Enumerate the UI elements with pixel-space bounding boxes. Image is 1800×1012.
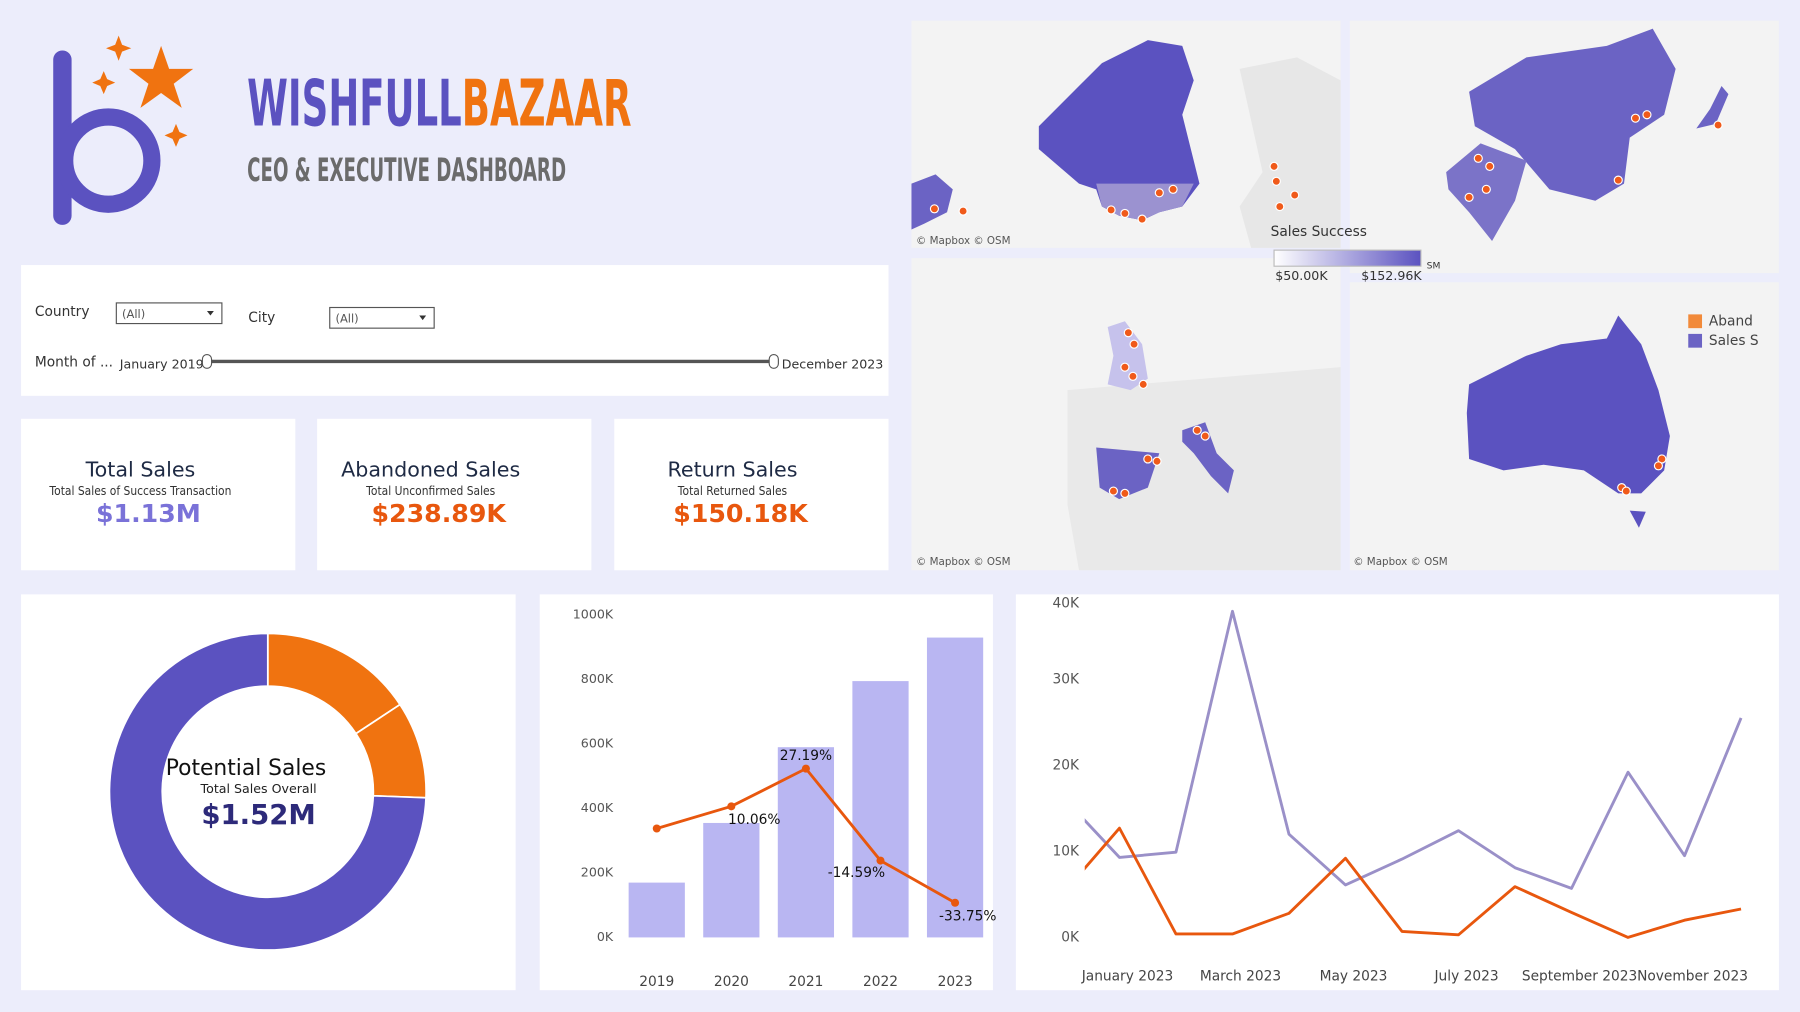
legend-min: $50.00K — [1275, 268, 1328, 283]
country-dropdown[interactable]: (All) — [115, 302, 223, 325]
x-tick-label: 2020 — [714, 974, 749, 990]
y-tick-label: 20K — [1052, 757, 1079, 773]
x-tick-label: January 2023 — [1081, 968, 1174, 984]
data-label: 10.06% — [728, 812, 780, 828]
logo — [53, 35, 194, 225]
filter-label: City — [248, 310, 275, 326]
data-label: -33.75% — [939, 909, 996, 925]
dashboard-subtitle: CEO & EXECUTIVE DASHBOARD — [247, 151, 566, 189]
filter-label: Month of ... — [35, 355, 113, 371]
growth-point — [801, 764, 810, 773]
map[interactable] — [1349, 20, 1779, 274]
slider-start: January 2019 — [119, 356, 204, 371]
donut-title: Potential Sales — [166, 756, 326, 781]
x-tick-label: 2021 — [788, 974, 823, 990]
legend-cut: SM — [1427, 261, 1441, 272]
chart-panel — [539, 594, 993, 991]
y-tick-label: 0K — [1061, 929, 1080, 945]
slider-handle[interactable] — [768, 353, 779, 369]
city-dropdown[interactable]: (All) — [329, 306, 435, 329]
legend-label: Aband — [1709, 313, 1753, 329]
kpi-card — [317, 418, 592, 571]
kpi-title: Abandoned Sales — [341, 457, 520, 481]
filter-label: Country — [35, 304, 90, 320]
y-tick-label: 200K — [581, 864, 614, 879]
kpi-value: $150.18K — [673, 499, 809, 528]
donut-value: $1.52M — [201, 799, 315, 831]
bar — [703, 822, 760, 938]
legend-swatch — [1688, 333, 1703, 348]
bar — [852, 681, 909, 938]
bar — [628, 882, 685, 938]
x-tick-label: March 2023 — [1200, 968, 1281, 984]
data-label: -14.59% — [828, 865, 885, 881]
growth-point — [951, 898, 960, 907]
x-tick-label: 2022 — [863, 974, 898, 990]
kpi-value: $238.89K — [371, 499, 507, 528]
dropdown-value: (All) — [335, 311, 358, 325]
kpi-subtitle: Total Returned Sales — [677, 483, 787, 498]
y-tick-label: 1000K — [573, 607, 614, 622]
kpi-title: Return Sales — [667, 457, 797, 481]
y-tick-label: 0K — [597, 929, 614, 944]
kpi-subtitle: Total Unconfirmed Sales — [365, 483, 495, 498]
map[interactable] — [1349, 282, 1779, 571]
data-label: 27.19% — [780, 748, 832, 764]
y-tick-label: 30K — [1052, 671, 1079, 687]
y-tick-label: 40K — [1052, 596, 1079, 612]
x-tick-label: 2019 — [639, 974, 674, 990]
brand: WISHFULL — [247, 66, 462, 141]
map[interactable] — [911, 258, 1341, 571]
growth-point — [727, 802, 736, 811]
y-tick-label: 800K — [581, 671, 614, 686]
legend-swatch — [1688, 314, 1703, 329]
legend-title: Sales Success — [1271, 224, 1367, 240]
map[interactable] — [911, 20, 1341, 248]
brand: BAZAAR — [462, 66, 632, 141]
legend-max: $152.96K — [1361, 268, 1422, 283]
donut-slice — [108, 632, 427, 951]
x-tick-label: November 2023 — [1637, 968, 1748, 984]
trend-line — [1084, 609, 1743, 890]
legend-label: Sales S — [1709, 333, 1759, 349]
dropdown-value: (All) — [122, 307, 145, 321]
y-tick-label: 400K — [581, 800, 614, 815]
x-tick-label: September 2023 — [1522, 968, 1637, 984]
map-attribution: © Mapbox © OSM — [916, 556, 1010, 568]
city-markers — [929, 110, 1723, 498]
bar — [926, 637, 984, 938]
map-attribution: © Mapbox © OSM — [1353, 556, 1447, 568]
y-tick-label: 600K — [581, 735, 614, 750]
kpi-value: $1.13M — [96, 499, 201, 528]
growth-point — [876, 856, 885, 865]
growth-point — [652, 824, 661, 833]
kpi-card — [21, 418, 296, 571]
x-tick-label: May 2023 — [1320, 968, 1388, 984]
bar — [777, 747, 835, 938]
color-legend: Sales Success $50.00K $152.96K SM — [1271, 224, 1441, 283]
kpi-subtitle: Total Sales of Success Transaction — [49, 483, 232, 498]
x-tick-label: 2023 — [938, 974, 973, 990]
map-attribution: © Mapbox © OSM — [916, 235, 1010, 247]
trend-line — [1084, 826, 1742, 939]
chart-panel — [1015, 594, 1779, 991]
kpi-card — [614, 418, 889, 571]
slider-end: December 2023 — [782, 356, 884, 371]
y-tick-label: 10K — [1052, 843, 1079, 859]
filter-panel — [21, 265, 889, 396]
donut-subtitle: Total Sales Overall — [200, 781, 317, 796]
kpi-title: Total Sales — [85, 457, 196, 481]
slider-handle[interactable] — [201, 353, 213, 369]
x-tick-label: July 2023 — [1433, 968, 1498, 984]
line-plot — [1084, 609, 1743, 939]
